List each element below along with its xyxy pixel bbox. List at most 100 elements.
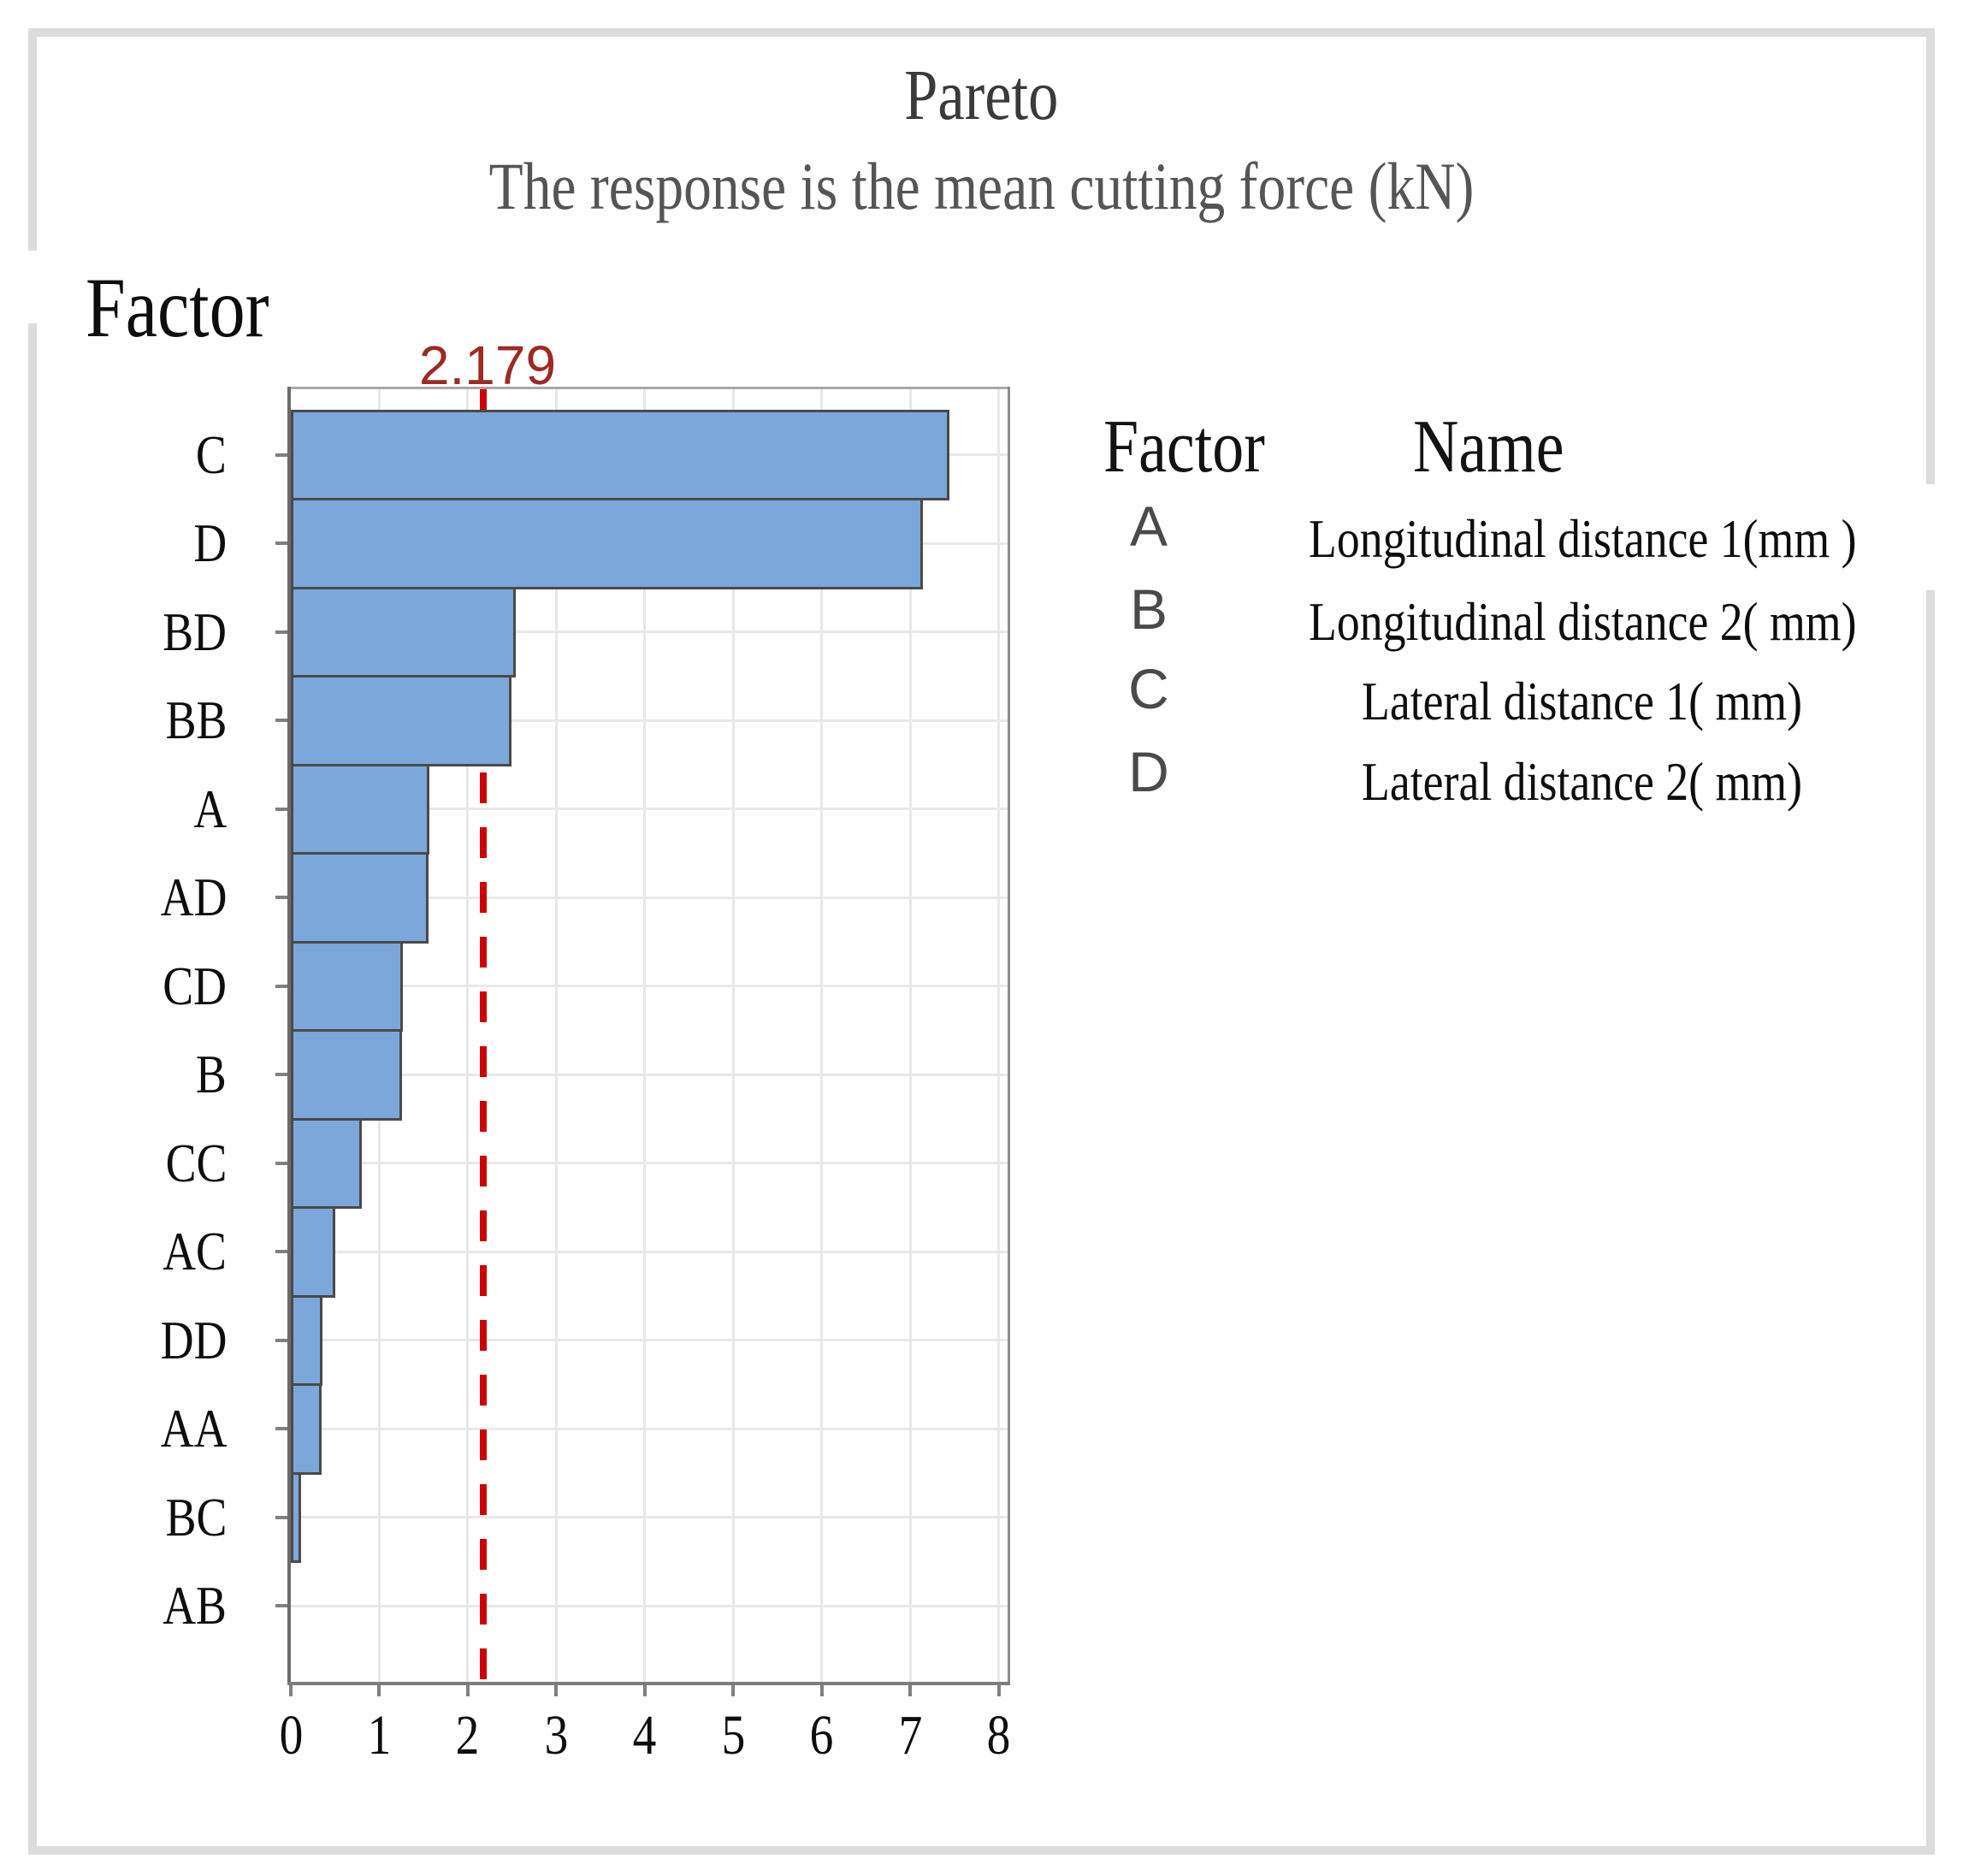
y-category-label-AD: AD (160, 867, 227, 928)
y-gridline-BC (291, 1516, 1008, 1519)
y-category-label-A: A (193, 778, 227, 839)
y-category-label-CC: CC (165, 1132, 227, 1193)
frame-bottom (28, 1846, 1935, 1855)
x-gridline-4 (643, 389, 647, 1682)
x-tick-label-1: 1 (367, 1704, 392, 1767)
plot-area: 0 1 2 3 4 5 6 7 8 C D BD BB A AD CD B CC AC DD AA BC AB (160, 387, 1011, 1767)
x-tick-2 (465, 1682, 470, 1696)
y-tick-D (275, 541, 291, 546)
x-tick-label-3: 3 (544, 1704, 569, 1767)
y-gridline-AD (291, 896, 1008, 899)
reference-line-label: 2.179 (418, 334, 557, 396)
y-category-label-BD: BD (163, 601, 227, 662)
bar-DD (291, 1294, 323, 1386)
frame-right-lower (1926, 590, 1935, 1855)
x-tick-label-0: 0 (279, 1704, 303, 1767)
y-tick-C (275, 453, 291, 457)
y-axis-title: Factor (86, 257, 304, 359)
y-gridline-DD (291, 1339, 1008, 1342)
y-tick-BB (275, 719, 291, 723)
y-gridline-BD (291, 630, 1008, 634)
y-category-label-AC: AC (163, 1221, 227, 1282)
x-tick-3 (554, 1682, 559, 1696)
y-gridline-CD (291, 985, 1008, 988)
y-tick-AC (275, 1250, 291, 1254)
legend-name-a: Longitudinal distance 1(mm ) (1308, 508, 1857, 569)
y-category-label-D: D (193, 512, 227, 574)
plot-border-bottom-axis (287, 1682, 1010, 1685)
y-category-label-AB: AB (163, 1575, 227, 1636)
chart-subtitle-text: The response is the mean cutting force (… (488, 149, 1475, 223)
y-gridline-B (291, 1073, 1008, 1076)
legend-header-factor: Factor (1103, 405, 1265, 488)
x-gridline-3 (554, 389, 558, 1682)
bar-D (291, 498, 923, 589)
x-tick-6 (819, 1682, 824, 1696)
frame-top (28, 28, 1935, 37)
x-tick-label-7: 7 (898, 1704, 923, 1767)
bar-BB (291, 675, 511, 766)
bar-B (291, 1029, 403, 1121)
y-gridline-A (291, 808, 1008, 811)
x-gridline-6 (820, 389, 824, 1682)
bar-C (291, 409, 949, 500)
y-tick-BC (275, 1515, 291, 1519)
frame-left-lower (28, 323, 37, 1855)
x-gridline-7 (908, 389, 912, 1682)
x-tick-label-8: 8 (986, 1704, 1011, 1767)
legend-letter-a: A (1129, 494, 1168, 558)
plot-border-left-axis (287, 387, 291, 1685)
y-tick-AB (275, 1604, 291, 1608)
legend-name-d: Lateral distance 2( mm) (1362, 751, 1803, 812)
x-tick-label-4: 4 (632, 1704, 657, 1767)
bar-AD (291, 852, 429, 944)
legend-letter-d: D (1128, 740, 1169, 803)
frame-right-upper (1926, 37, 1935, 484)
y-tick-DD (275, 1338, 291, 1342)
x-tick-5 (731, 1682, 736, 1696)
x-tick-8 (996, 1682, 1001, 1696)
y-gridline-AA (291, 1427, 1008, 1430)
y-tick-AD (275, 896, 291, 900)
y-tick-CD (275, 984, 291, 988)
bar-AA (291, 1383, 322, 1475)
y-tick-BD (275, 630, 291, 634)
y-category-label-CD: CD (163, 955, 227, 1016)
y-tick-B (275, 1073, 291, 1077)
legend-name-b: Longitudinal distance 2( mm) (1308, 591, 1857, 652)
frame-left-upper (28, 37, 37, 251)
legend-letter-b: B (1129, 577, 1168, 641)
x-gridline-2 (466, 389, 470, 1682)
y-gridline-AB (291, 1604, 1008, 1607)
y-axis-title-text: Factor (86, 260, 269, 355)
y-gridline-BB (291, 719, 1008, 722)
legend-letter-c: C (1128, 657, 1169, 720)
x-tick-label-5: 5 (721, 1704, 746, 1767)
y-category-label-C: C (196, 423, 227, 485)
legend-header-name: Name (1413, 405, 1564, 488)
x-tick-4 (642, 1682, 647, 1696)
bar-AC (291, 1206, 335, 1298)
x-tick-label-2: 2 (456, 1704, 480, 1767)
chart-subtitle: The response is the mean cutting force (… (0, 144, 1963, 229)
reference-line (480, 389, 488, 1682)
y-gridline-CC (291, 1162, 1008, 1165)
y-category-label-AA: AA (160, 1398, 227, 1459)
x-gridline-5 (731, 389, 735, 1682)
y-category-label-B: B (196, 1044, 227, 1105)
chart-title: Pareto (0, 53, 1963, 139)
y-category-label-BC: BC (165, 1486, 227, 1548)
x-tick-label-6: 6 (809, 1704, 834, 1767)
plot-border-top (289, 387, 1010, 389)
chart-title-text: Pareto (904, 56, 1059, 135)
bar-BC (291, 1471, 302, 1563)
y-gridline-AC (291, 1250, 1008, 1253)
bar-BD (291, 586, 516, 678)
bar-A (291, 763, 430, 855)
x-tick-1 (377, 1682, 381, 1696)
legend-name-c: Lateral distance 1( mm) (1362, 671, 1803, 731)
x-tick-7 (908, 1682, 913, 1696)
bar-CC (291, 1117, 362, 1209)
plot-border-right (1008, 387, 1010, 1684)
